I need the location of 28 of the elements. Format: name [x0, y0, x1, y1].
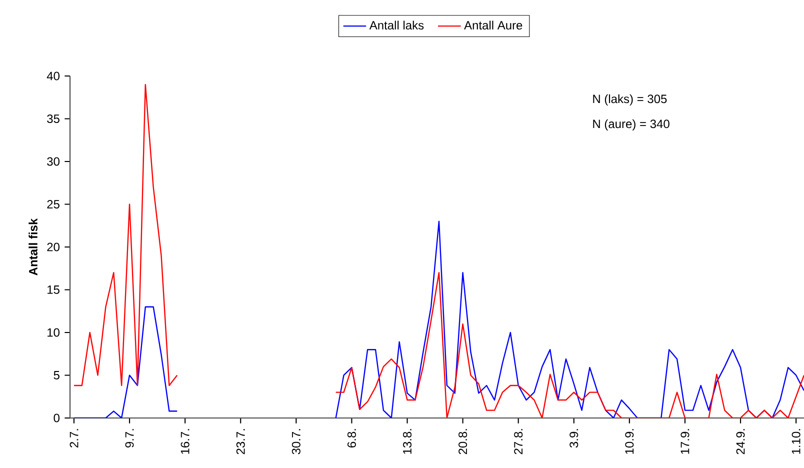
y-tick-label: 25 — [47, 200, 60, 209]
x-tick-label: 23.7. — [236, 429, 245, 454]
y-tick-label: 40 — [46, 72, 60, 80]
annotation: N (aure) = 340 — [593, 119, 670, 130]
x-tick-label: 20.8. — [458, 429, 468, 454]
x-tick-label: 16.7. — [180, 429, 190, 454]
x-tick-label: 2.7. — [70, 429, 78, 448]
x-tick-label: 27.8. — [514, 429, 523, 454]
legend-label: Antall laks — [369, 20, 424, 30]
x-tick-label: 24.9. — [736, 429, 745, 454]
y-tick-label: 0 — [54, 414, 60, 422]
y-tick-label: 15 — [48, 286, 60, 294]
x-tick-label: 9.7. — [125, 429, 134, 448]
y-tick-label: 5 — [54, 371, 60, 380]
x-tick-label: 3.9. — [570, 429, 578, 448]
x-tick-label: 1.10. — [792, 429, 800, 454]
x-tick-label: 13.8. — [402, 429, 412, 454]
x-tick-label: 30.7. — [292, 429, 300, 454]
x-tick-label: 6.8. — [347, 429, 356, 448]
y-tick-label: 20 — [47, 242, 60, 252]
x-tick-label: 10.9. — [625, 429, 634, 454]
y-tick-label: 10 — [48, 328, 60, 337]
y-tick-label: 35 — [47, 114, 60, 124]
y-axis-title: Antall fisk — [28, 218, 38, 276]
y-tick-label: 30 — [47, 157, 60, 166]
legend-label: Antall Aure — [464, 20, 522, 30]
x-tick-label: 17.9. — [680, 429, 690, 454]
annotation: N (laks) = 305 — [593, 94, 667, 106]
